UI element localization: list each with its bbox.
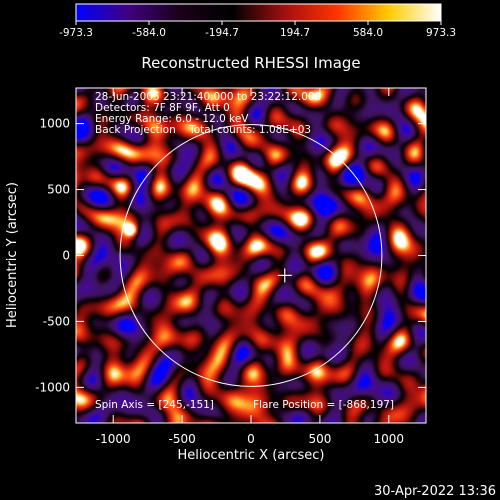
- colorbar-tick-label: -194.7: [205, 27, 239, 39]
- colorbar-tick-label: 194.7: [280, 27, 310, 39]
- colorbar-tick-label: 973.3: [426, 27, 456, 39]
- y-tick-label: 500: [47, 183, 70, 197]
- timestamp: 30-Apr-2022 13:36: [374, 484, 496, 499]
- colorbar: [75, 3, 442, 22]
- y-axis-label: Heliocentric Y (arcsec): [5, 182, 20, 328]
- solar-disk-circle: [119, 124, 383, 387]
- y-tick-label: 1000: [39, 117, 70, 131]
- spin-axis-marker: [277, 268, 292, 283]
- x-tick-label: 0: [247, 432, 255, 446]
- heatmap-image: [76, 88, 426, 423]
- y-tick-label: 0: [62, 249, 70, 263]
- annotation-method-counts: Back Projection Total counts: 1.08E+03: [95, 124, 311, 136]
- x-axis-label: Heliocentric X (arcsec): [178, 448, 325, 463]
- colorbar-tick-label: -584.0: [132, 27, 166, 39]
- spin-axis-label: Spin Axis = [245,-151]: [95, 399, 214, 411]
- x-tick-label: 500: [308, 432, 331, 446]
- chart-title: Reconstructed RHESSI Image: [141, 54, 360, 72]
- flare-position-label: Flare Position = [-868,197]: [253, 399, 394, 411]
- x-tick-label: -500: [168, 432, 195, 446]
- colorbar-tick-label: -973.3: [59, 27, 93, 39]
- colorbar-ticks: -973.3 -584.0 -194.7 194.7 584.0 973.3: [59, 21, 456, 39]
- colorbar-tick-label: 584.0: [353, 27, 383, 39]
- annotation-time-range: 28-Jun-2005 23:21:40.000 to 23:22:12.000: [95, 91, 321, 103]
- axis-ticks: -1000 -500 0 500 1000 -1000 -500 0 500 1000: [35, 88, 426, 446]
- x-tick-label: -1000: [96, 432, 131, 446]
- y-tick-label: -500: [43, 314, 70, 328]
- annotation-detectors: Detectors: 7F 8F 9F, Att 0: [95, 102, 230, 114]
- x-tick-label: 1000: [374, 432, 405, 446]
- y-tick-label: -1000: [35, 380, 70, 394]
- annotation-energy-range: Energy Range: 6.0 - 12.0 keV: [95, 113, 249, 125]
